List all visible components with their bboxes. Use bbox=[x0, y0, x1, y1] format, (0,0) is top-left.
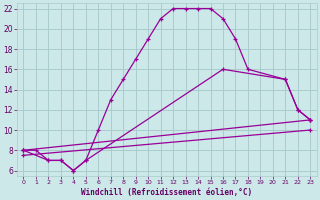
X-axis label: Windchill (Refroidissement éolien,°C): Windchill (Refroidissement éolien,°C) bbox=[81, 188, 252, 197]
